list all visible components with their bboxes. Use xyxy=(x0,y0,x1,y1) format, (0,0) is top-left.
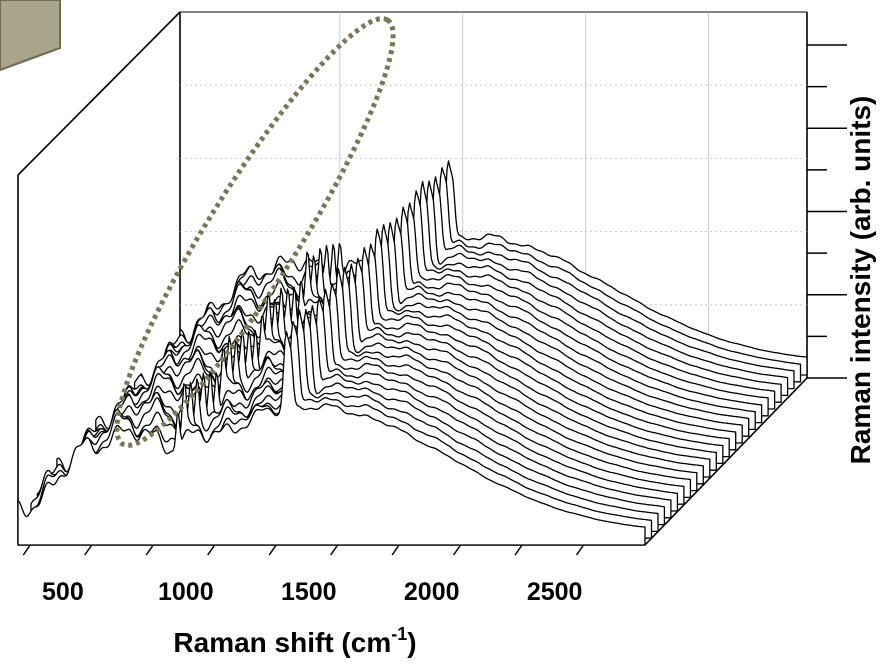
x-tick xyxy=(452,544,462,556)
x-tick-label-1500: 1500 xyxy=(281,578,337,606)
x-tick xyxy=(391,544,400,556)
x-tick-label-1000: 1000 xyxy=(158,578,214,606)
left-depth-edge-top xyxy=(17,11,181,176)
x-tick-label-2500: 2500 xyxy=(527,578,583,606)
right-axis-ticks xyxy=(807,44,847,379)
x-tick xyxy=(575,544,585,556)
y-axis-title: Raman intensity (arb. units) xyxy=(845,96,876,465)
right-depth-edge xyxy=(644,377,808,546)
x-tick xyxy=(207,544,216,556)
x-tick xyxy=(22,544,31,556)
spectrum-line-1 xyxy=(17,330,646,546)
x-tick xyxy=(145,544,154,556)
x-tick xyxy=(84,544,93,556)
x-tick-label-2000: 2000 xyxy=(404,578,460,606)
x-axis-title: Raman shift (cm-1) xyxy=(173,624,416,658)
highlight-ellipse xyxy=(114,16,396,448)
x-tick xyxy=(268,544,277,556)
x-tick-label-500: 500 xyxy=(42,578,84,606)
x-tick xyxy=(514,544,523,556)
spectra-group xyxy=(17,160,808,546)
x-tick xyxy=(330,544,339,556)
x-axis-ticks: 500 1000 1500 2000 2500 xyxy=(22,544,585,606)
corner-decoration xyxy=(0,0,61,72)
